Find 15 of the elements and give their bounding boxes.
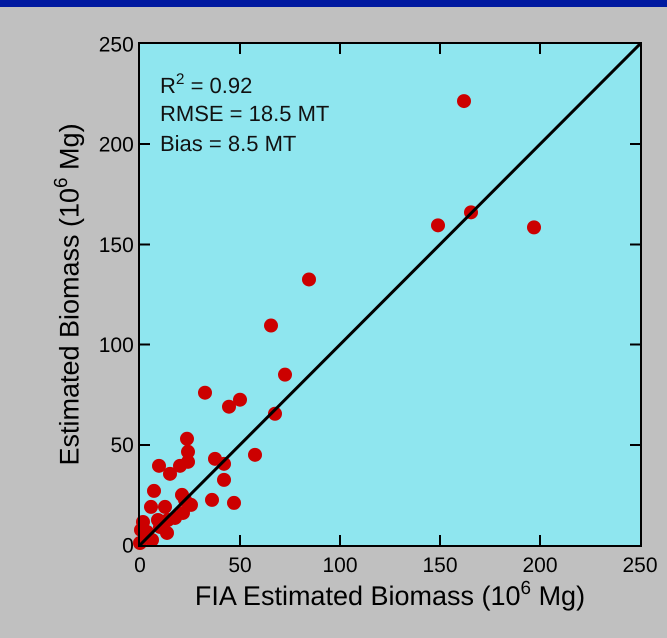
annotation: R$^{2}$ = 0.92 [160, 71, 252, 98]
x-tick-label: 50 [228, 554, 252, 578]
y-tick-label: 200 [98, 134, 134, 157]
x-tick-label: 200 [522, 554, 558, 578]
y-tick-label: 100 [98, 334, 134, 357]
x-axis-title: FIA Estimated Biomass (10$^{6}$ Mg) [194, 578, 586, 612]
y-tick-label: 50 [110, 434, 134, 458]
x-tick-label: 100 [322, 554, 358, 578]
y-tick-label: 150 [98, 234, 134, 257]
x-tick-label: 150 [422, 554, 458, 578]
y-tick-label: 0 [122, 534, 134, 558]
y-tick-label: 250 [98, 33, 134, 56]
annotation: RMSE = 18.5 MT [160, 101, 330, 126]
annotation: Bias = 8.5 MT [160, 131, 296, 156]
x-tick-label: 250 [622, 554, 658, 578]
